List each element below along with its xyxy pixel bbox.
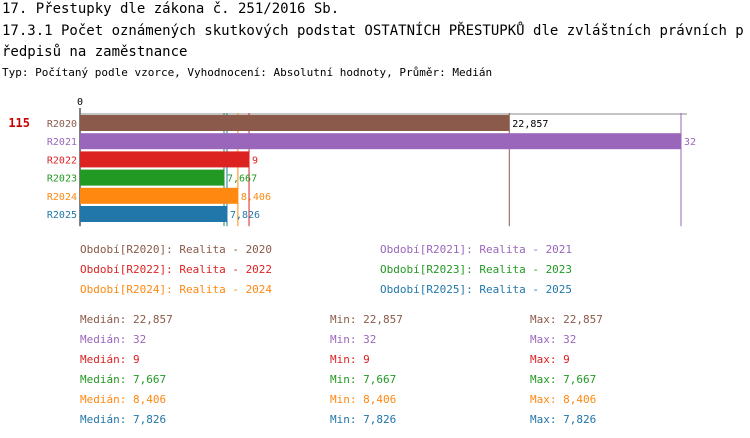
stat-max: Max: 7,826 [530, 413, 597, 426]
bar-R2023 [80, 169, 224, 186]
chart-meta: Typ: Počítaný podle vzorce, Vyhodnocení:… [2, 66, 493, 79]
stat-median: Medián: 32 [80, 333, 147, 346]
legend-item: Období[R2021]: Realita - 2021 [380, 243, 573, 256]
bar-R2021 [80, 133, 681, 150]
axis-zero-label: 0 [77, 97, 83, 108]
stat-max: Max: 9 [530, 353, 570, 366]
stat-min: Min: 8,406 [330, 393, 397, 406]
bar-chart: 0 115 R2020 22,857 R2021 32 R2022 9 R2023 7,667 R2… [8, 97, 696, 227]
value-label-R2020: 22,857 [512, 119, 548, 130]
stat-median: Medián: 7,667 [80, 373, 167, 386]
value-label-R2023: 7,667 [227, 174, 257, 185]
category-label-R2024: R2024 [47, 192, 77, 203]
legend-item: Období[R2022]: Realita - 2022 [80, 263, 273, 276]
stat-max: Max: 32 [530, 333, 577, 346]
stat-max: Max: 8,406 [530, 393, 597, 406]
legend-item: Období[R2025]: Realita - 2025 [380, 283, 573, 296]
row-label: 115 [8, 116, 30, 130]
legend-item: Období[R2023]: Realita - 2023 [380, 263, 573, 276]
category-label-R2022: R2022 [47, 155, 77, 166]
value-label-R2022: 9 [252, 155, 258, 166]
legend-item: Období[R2024]: Realita - 2024 [80, 283, 273, 296]
stat-min: Min: 7,826 [330, 413, 397, 426]
stat-max: Max: 22,857 [530, 313, 603, 326]
category-label-R2021: R2021 [47, 137, 77, 148]
stat-median: Medián: 8,406 [80, 393, 167, 406]
chart-subtitle: 17.3.1 Počet oznámených skutkových podst… [2, 23, 744, 60]
bar-R2024 [80, 187, 238, 204]
legend-item: Období[R2020]: Realita - 2020 [80, 243, 273, 256]
stat-min: Min: 32 [330, 333, 377, 346]
value-label-R2024: 8,406 [241, 192, 271, 203]
bar-R2025 [80, 206, 227, 222]
page-title: 17. Přestupky dle zákona č. 251/2016 Sb. [2, 1, 340, 17]
stat-min: Min: 22,857 [330, 313, 403, 326]
stat-median: Medián: 9 [80, 353, 140, 366]
value-label-R2021: 32 [684, 137, 696, 148]
stat-median: Medián: 22,857 [80, 313, 173, 326]
category-label-R2025: R2025 [47, 210, 77, 221]
stat-min: Min: 9 [330, 353, 370, 366]
value-label-R2025: 7,826 [230, 210, 260, 221]
category-label-R2020: R2020 [47, 119, 77, 130]
bar-R2020 [80, 115, 510, 131]
stat-median: Medián: 7,826 [80, 413, 167, 426]
bar-R2022 [80, 151, 250, 168]
stat-max: Max: 7,667 [530, 373, 597, 386]
category-label-R2023: R2023 [47, 174, 77, 185]
stat-min: Min: 7,667 [330, 373, 397, 386]
